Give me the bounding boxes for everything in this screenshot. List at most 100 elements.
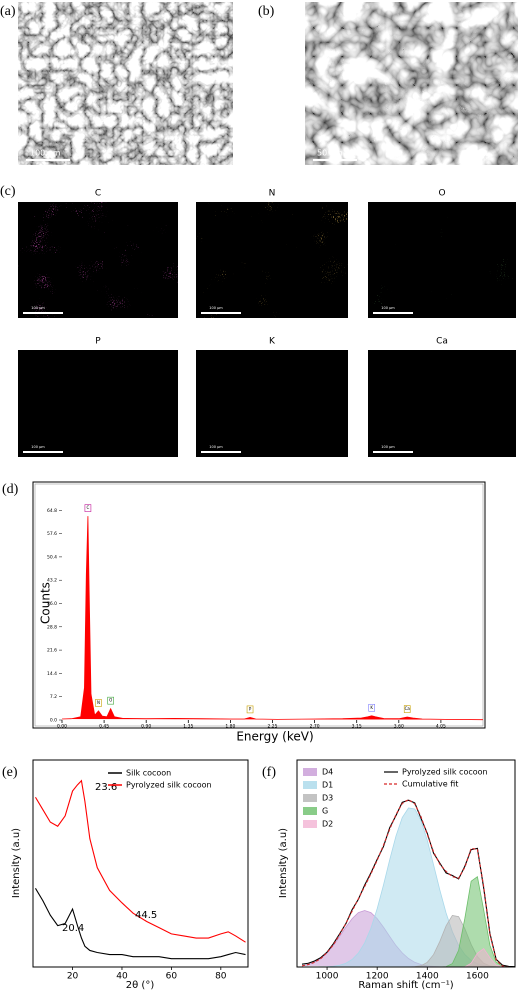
x-tick-label: 0.00 bbox=[57, 724, 67, 730]
spectrum bbox=[61, 516, 484, 721]
panel-label: (a) bbox=[0, 4, 16, 19]
y-tick-label: 43.2 bbox=[47, 578, 57, 584]
x-axis-label: 2θ (°) bbox=[126, 980, 155, 991]
legend-swatch bbox=[303, 794, 317, 802]
x-tick-label: 1400 bbox=[416, 972, 439, 982]
x-tick-label: 0.90 bbox=[141, 724, 151, 730]
x-tick-label: 3.60 bbox=[394, 724, 404, 730]
legend-label: Silk cocoon bbox=[126, 769, 171, 778]
inner-frame bbox=[34, 483, 484, 727]
legend-label: G bbox=[322, 807, 328, 816]
y-tick-label: 7.2 bbox=[50, 694, 57, 700]
peak-label: C bbox=[87, 505, 90, 510]
map-title: C bbox=[95, 189, 101, 199]
x-tick-label: 1.35 bbox=[183, 724, 193, 730]
annotation: 20.4 bbox=[62, 923, 84, 934]
x-tick-label: 1600 bbox=[466, 972, 489, 982]
y-tick-label: 0.0 bbox=[50, 718, 57, 724]
data-line bbox=[34, 779, 246, 943]
x-tick-label: 20 bbox=[67, 972, 79, 982]
axes-frame bbox=[296, 759, 516, 968]
y-tick-label: 50.4 bbox=[47, 554, 57, 560]
legend-label: Pyrolyzed silk cocoon bbox=[126, 781, 212, 790]
panel-label: (d) bbox=[2, 482, 19, 497]
sem-image bbox=[18, 2, 233, 165]
eds-map bbox=[18, 350, 178, 457]
peak-label-box bbox=[84, 504, 92, 512]
panel-label: (c) bbox=[0, 184, 16, 199]
map-title: P bbox=[95, 337, 101, 347]
y-axis-label: Counts bbox=[39, 582, 53, 624]
axes-frame bbox=[32, 759, 249, 968]
eds-map bbox=[368, 350, 516, 457]
x-tick-label: 1200 bbox=[366, 972, 389, 982]
x-tick-label: 2.70 bbox=[310, 724, 320, 730]
legend-label: Pyrolyzed silk cocoon bbox=[402, 768, 488, 777]
outer-frame bbox=[32, 481, 486, 729]
x-tick-label: 1000 bbox=[316, 972, 339, 982]
peak-label: K bbox=[370, 705, 373, 710]
legend-swatch bbox=[303, 768, 317, 776]
x-tick-label: 2.25 bbox=[267, 724, 277, 730]
panel-label: (b) bbox=[258, 4, 275, 19]
legend-label: D4 bbox=[322, 768, 333, 777]
x-tick-label: 4.05 bbox=[436, 724, 446, 730]
peak-label: N bbox=[97, 700, 100, 705]
eds-map bbox=[196, 350, 348, 457]
scale-bar-label: 100 µm bbox=[209, 306, 223, 310]
x-tick-label: 60 bbox=[166, 972, 178, 982]
y-tick-label: 21.6 bbox=[47, 648, 57, 654]
peak-label-box bbox=[246, 705, 254, 714]
scale-bar-label: 50 µm bbox=[317, 149, 343, 158]
y-tick-label: 36.0 bbox=[47, 601, 57, 607]
scale-bar-label: 100 µm bbox=[31, 306, 45, 310]
annotation: 44.5 bbox=[135, 910, 157, 921]
scale-bar-label: 100 µm bbox=[381, 306, 395, 310]
data-line bbox=[301, 798, 515, 968]
scale-bar-label: 100 µm bbox=[31, 445, 45, 449]
map-title: O bbox=[438, 189, 445, 199]
scale-bar-label: 100 µm bbox=[209, 445, 223, 449]
annotation: 23.6 bbox=[95, 782, 117, 793]
peak-label-box bbox=[368, 703, 375, 712]
panel-label: (f) bbox=[262, 765, 276, 780]
y-tick-label: 14.4 bbox=[47, 671, 57, 677]
panel-label: (e) bbox=[2, 765, 18, 780]
peak-label: O bbox=[109, 698, 112, 703]
scale-bar-label: 100 µm bbox=[30, 149, 61, 158]
x-axis-label: Energy (keV) bbox=[236, 730, 313, 744]
legend-label: D2 bbox=[322, 820, 333, 829]
y-tick-label: 57.6 bbox=[47, 531, 57, 537]
y-tick-label: 64.8 bbox=[47, 508, 57, 514]
y-axis-label: Intensity (a.u) bbox=[278, 828, 289, 898]
peak-label-box bbox=[107, 696, 114, 705]
legend-swatch bbox=[303, 781, 317, 789]
legend-label: Cumulative fit bbox=[402, 780, 458, 789]
x-tick-label: 80 bbox=[215, 972, 227, 982]
eds-map bbox=[18, 202, 178, 318]
peak-label-box bbox=[95, 699, 102, 707]
x-axis-label: Raman shift (cm⁻¹) bbox=[358, 980, 453, 991]
legend-swatch bbox=[303, 807, 317, 815]
x-tick-label: 40 bbox=[116, 972, 128, 982]
sem-image bbox=[305, 2, 518, 165]
peak-label-box bbox=[403, 705, 411, 713]
legend-label: D1 bbox=[322, 781, 333, 790]
y-axis-label: Intensity (a.u) bbox=[11, 828, 22, 898]
eds-map bbox=[196, 202, 348, 318]
peak-label: Ca bbox=[405, 706, 411, 711]
eds-map bbox=[368, 202, 516, 318]
x-tick-label: 1.80 bbox=[225, 724, 235, 730]
legend-swatch bbox=[303, 820, 317, 828]
x-tick-label: 0.45 bbox=[99, 724, 109, 730]
map-title: N bbox=[269, 189, 276, 199]
x-tick-label: 3.15 bbox=[352, 724, 362, 730]
peak-label: P bbox=[249, 706, 252, 711]
legend-label: D3 bbox=[322, 794, 333, 803]
y-tick-label: 28.8 bbox=[47, 624, 57, 630]
map-title: K bbox=[269, 337, 276, 347]
data-line bbox=[34, 888, 246, 960]
scale-bar-label: 100 µm bbox=[381, 445, 395, 449]
map-title: Ca bbox=[436, 337, 448, 347]
